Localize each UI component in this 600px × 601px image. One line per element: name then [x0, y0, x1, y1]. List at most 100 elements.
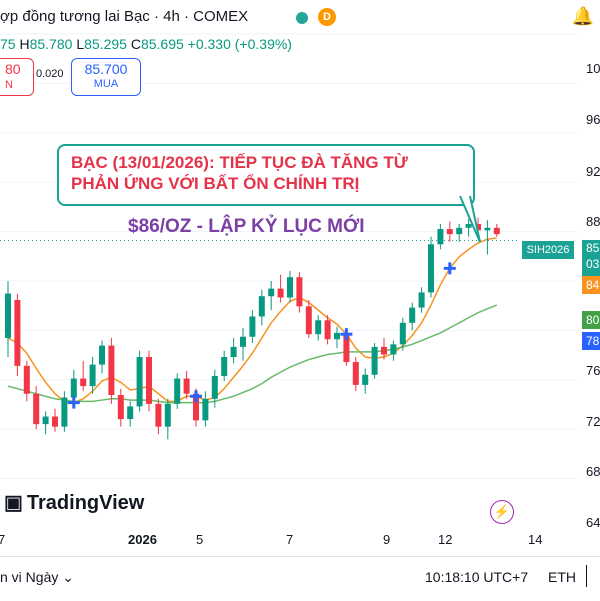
candle-body — [23, 365, 30, 394]
candle-body — [465, 224, 472, 228]
time-axis[interactable]: 7 2026 5 7 9 12 14 — [0, 528, 600, 552]
ma-slow-label: 80 — [582, 311, 600, 329]
callout-text: BẠC (13/01/2026): TIẾP TỤC ĐÀ TĂNG TỪ PH… — [71, 152, 408, 194]
moving-average-slow — [7, 304, 498, 404]
price-tick: 64 — [586, 515, 600, 530]
candle-body — [183, 378, 190, 394]
candle-body — [70, 378, 77, 398]
candle-body — [42, 416, 49, 425]
high-value: 85.780 — [29, 36, 73, 52]
candle-body — [287, 277, 293, 298]
candle-body — [493, 227, 500, 235]
flash-icon[interactable]: ⚡ — [490, 500, 514, 524]
candle-body — [99, 345, 105, 365]
time-tick: 7 — [286, 532, 294, 547]
candle-body — [428, 244, 434, 293]
candle-body — [127, 406, 134, 420]
last-price-top: 85 — [586, 241, 600, 255]
tradingview-logo[interactable]: ▣ TradingView — [4, 492, 145, 514]
delay-badge: D — [318, 8, 336, 26]
ma-fast-label: 84 — [582, 276, 600, 294]
price-tick: 10 — [586, 61, 600, 76]
change-value: +0.330 (+0.39%) — [187, 36, 292, 52]
buy-button[interactable]: 85.700 MUA — [71, 58, 141, 96]
candle-body — [174, 378, 181, 404]
candle-body — [381, 346, 387, 355]
callout-tail — [459, 196, 481, 243]
last-price-countdown: 03 — [586, 257, 600, 271]
candle-body — [80, 378, 87, 387]
candle-body — [136, 357, 143, 407]
timezone-selector[interactable]: n vi Ngày ⌄ — [0, 569, 74, 586]
chart-header: ợp đồng tương lai Bạc · 4h · COMEX D 🔔 — [0, 0, 600, 34]
sell-button[interactable]: 80 N — [0, 58, 34, 96]
session-toggle[interactable]: ETH — [548, 569, 576, 585]
candle-body — [193, 393, 199, 421]
candle-body — [61, 397, 68, 427]
time-tick: 14 — [528, 532, 543, 547]
candle-body — [475, 224, 481, 231]
clock[interactable]: 10:18:10 UTC+7 — [425, 569, 529, 585]
tradingview-wordmark: TradingView — [26, 492, 145, 514]
candle-body — [418, 292, 425, 308]
timezone-label: n vi Ngày — [0, 569, 59, 585]
moving-average-fast — [7, 237, 497, 404]
candle-body — [108, 345, 115, 395]
candle-body — [437, 229, 444, 245]
candle-body — [352, 362, 359, 385]
market-open-indicator — [296, 12, 308, 24]
candle-body — [268, 288, 275, 297]
headline-text[interactable]: $86/OZ - LẬP KỶ LỤC MỚI — [128, 216, 365, 237]
bell-icon[interactable]: 🔔 — [571, 6, 594, 26]
sell-price: 80 — [5, 61, 21, 77]
candle-body — [296, 277, 303, 307]
time-tick: 12 — [438, 532, 453, 547]
candle-body — [343, 332, 350, 363]
divider — [586, 565, 587, 587]
candle-body — [258, 296, 265, 317]
chevron-down-icon: ⌄ — [62, 569, 74, 585]
candle-body — [371, 346, 378, 375]
price-tick: 72 — [586, 414, 600, 429]
high-label: H — [19, 36, 30, 52]
candle-body — [89, 364, 96, 387]
spread-value: 0.020 — [36, 68, 64, 80]
candle-body — [446, 229, 453, 235]
candle-body — [5, 293, 11, 338]
low-label: L — [76, 36, 85, 52]
candle-body — [399, 322, 406, 345]
candle-body — [456, 227, 463, 235]
candle-body — [52, 416, 58, 427]
time-tick: 9 — [383, 532, 391, 547]
ohlc-row: 75 H85.780 L85.295 C85.695 +0.330 (+0.39… — [0, 36, 292, 52]
bottom-toolbar: n vi Ngày ⌄ 10:18:10 UTC+7 ETH — [0, 556, 600, 601]
candle-body — [249, 316, 256, 337]
sell-label: N — [5, 79, 13, 91]
time-tick: 5 — [196, 532, 204, 547]
time-tick: 7 — [0, 532, 6, 547]
callout-line-1: BẠC (13/01/2026): TIẾP TỤC ĐÀ TĂNG TỪ — [71, 153, 408, 172]
symbol-title[interactable]: ợp đồng tương lai Bạc · 4h · COMEX — [0, 8, 249, 25]
candle-body — [390, 344, 397, 355]
price-tick: 88 — [586, 214, 600, 229]
candle-body — [211, 376, 218, 399]
candle-body — [14, 300, 21, 366]
candle-body — [240, 336, 246, 347]
price-tick: 68 — [586, 464, 600, 479]
candle-body — [315, 320, 322, 335]
candle-body — [484, 227, 491, 231]
close-label: C — [130, 36, 141, 52]
candle-body — [324, 320, 331, 340]
candle-body — [362, 374, 369, 385]
buy-label: MUA — [93, 78, 119, 90]
candle-body — [202, 398, 209, 421]
candle-body — [117, 395, 124, 420]
close-value: 85.695 — [140, 36, 184, 52]
callout-box[interactable]: BẠC (13/01/2026): TIẾP TỤC ĐÀ TĂNG TỪ PH… — [57, 144, 475, 206]
candle-body — [277, 288, 284, 298]
candle-body — [146, 357, 152, 404]
last-price-label: 85 03 — [582, 240, 600, 278]
candle-body — [164, 403, 171, 427]
candle-body — [33, 393, 40, 425]
